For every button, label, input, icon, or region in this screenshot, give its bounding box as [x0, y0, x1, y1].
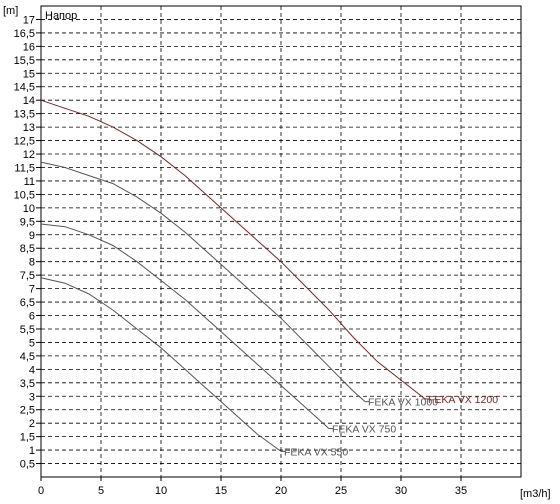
- series-line: [40, 99, 426, 400]
- y-tick-label: 9: [29, 230, 35, 242]
- x-tick-label: 5: [98, 485, 104, 497]
- y-tick-label: 4: [29, 364, 35, 376]
- series-label: FEKA VX 750: [332, 424, 396, 436]
- y-tick-label: 10,5: [14, 189, 35, 201]
- y-tick-label: 1: [29, 445, 35, 457]
- series-line: [40, 161, 366, 402]
- x-tick-label: 10: [155, 485, 167, 497]
- y-tick-label: 10: [23, 203, 35, 215]
- y-tick-label: 7,5: [20, 270, 35, 282]
- y-tick-label: 16: [23, 41, 35, 53]
- x-tick-label: 35: [455, 485, 467, 497]
- y-tick-label: 12: [23, 149, 35, 161]
- y-axis: 0,511,522,533,544,555,566,577,588,599,51…: [14, 14, 41, 471]
- y-tick-label: 6,5: [20, 297, 35, 309]
- x-axis: 0 5 10 15 20 25 30 35: [38, 477, 467, 497]
- x-tick-label: 20: [275, 485, 287, 497]
- chart-title: Напор: [45, 10, 77, 22]
- x-axis-unit: [m3/h]: [520, 488, 551, 500]
- series-label: FEKA VX 550: [284, 446, 348, 458]
- y-tick-label: 5: [29, 337, 35, 349]
- y-tick-label: 1,5: [20, 432, 35, 444]
- series-line: [40, 277, 282, 452]
- y-tick-label: 0,5: [20, 459, 35, 471]
- y-tick-label: 9,5: [20, 216, 35, 228]
- series-label: FEKA VX 1200: [428, 394, 498, 406]
- y-tick-label: 3: [29, 391, 35, 403]
- y-tick-label: 6: [29, 311, 35, 323]
- y-tick-label: 16,5: [14, 28, 35, 40]
- y-tick-label: 12,5: [14, 136, 35, 148]
- y-tick-label: 11,5: [14, 162, 35, 174]
- y-tick-label: 14: [23, 95, 35, 107]
- y-tick-label: 13,5: [14, 109, 35, 121]
- y-tick-label: 2,5: [20, 405, 35, 417]
- y-tick-label: 11: [24, 176, 35, 188]
- y-tick-label: 2: [29, 418, 35, 430]
- y-tick-label: 5,5: [20, 324, 35, 336]
- x-tick-label: 30: [395, 485, 407, 497]
- y-tick-label: 17: [23, 14, 35, 26]
- y-axis-unit: [m]: [3, 5, 18, 17]
- y-tick-label: 3,5: [20, 378, 35, 390]
- y-tick-label: 8: [29, 257, 35, 269]
- y-tick-label: 7: [29, 284, 35, 296]
- y-tick-label: 15: [23, 68, 35, 80]
- y-tick-label: 15,5: [14, 55, 35, 67]
- y-tick-label: 13: [23, 122, 35, 134]
- y-tick-label: 4,5: [20, 351, 35, 363]
- x-tick-label: 15: [215, 485, 227, 497]
- x-tick-label: 25: [335, 485, 347, 497]
- series-label: FEKA VX 1000: [368, 397, 438, 409]
- y-tick-label: 8,5: [20, 243, 35, 255]
- y-tick-label: 14,5: [14, 82, 35, 94]
- x-tick-label: 0: [38, 485, 44, 497]
- series-line: [40, 223, 330, 429]
